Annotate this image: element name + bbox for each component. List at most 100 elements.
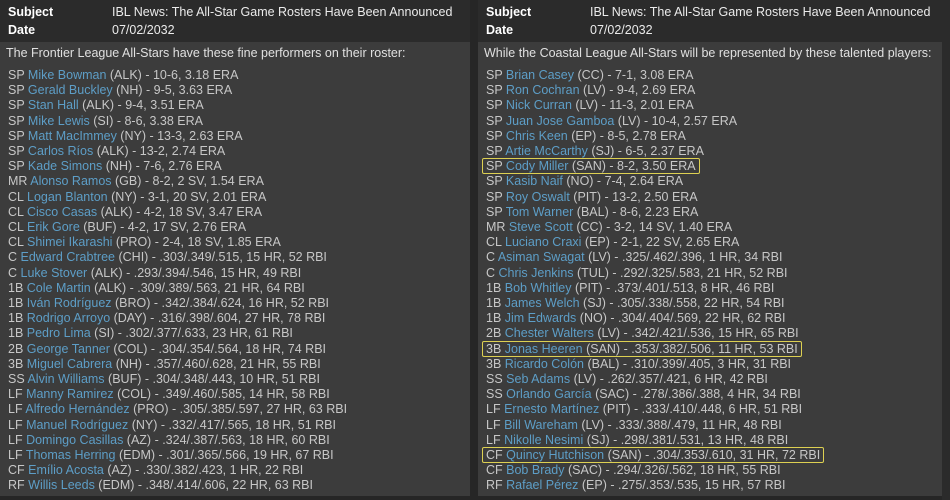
player-link[interactable]: Mike Lewis bbox=[27, 113, 90, 128]
player-stats: (LV) - .333/.388/.479, 11 HR, 48 RBI bbox=[577, 417, 782, 432]
player-row: LF Alfredo Hernández (PRO) - .305/.385/.… bbox=[8, 402, 470, 417]
player-link[interactable]: Gerald Buckley bbox=[27, 83, 113, 98]
player-link[interactable]: Kade Simons bbox=[27, 159, 103, 174]
player-link[interactable]: Seb Adams bbox=[506, 372, 571, 387]
player-link[interactable]: Thomas Herring bbox=[25, 448, 116, 463]
player-link[interactable]: Juan Jose Gamboa bbox=[505, 113, 615, 128]
player-entry: MR Steve Scott (CC) - 3-2, 14 SV, 1.40 E… bbox=[486, 220, 732, 234]
player-link[interactable]: Bob Brady bbox=[506, 463, 565, 478]
subject-label: Subject bbox=[486, 5, 532, 19]
player-link[interactable]: Matt MacImmey bbox=[27, 128, 117, 143]
player-row: 3B Jonas Heeren (SAN) - .353/.382/.506, … bbox=[486, 342, 942, 357]
player-row: SP Mike Lewis (SI) - 8-6, 3.38 ERA bbox=[8, 114, 470, 129]
player-entry: LF Alfredo Hernández (PRO) - .305/.385/.… bbox=[8, 402, 347, 416]
player-link[interactable]: Alfredo Hernández bbox=[25, 402, 130, 417]
player-entry: 1B Bob Whitley (PIT) - .373/.401/.513, 8… bbox=[486, 281, 774, 295]
date-row: Date 07/02/2032 bbox=[478, 21, 942, 39]
player-link[interactable]: Shimei Ikarashi bbox=[27, 235, 113, 250]
player-link[interactable]: Steve Scott bbox=[508, 220, 573, 235]
position-label: SP bbox=[486, 68, 506, 82]
player-link[interactable]: Asiman Swagat bbox=[497, 250, 585, 265]
player-link[interactable]: Jonas Heeren bbox=[504, 341, 583, 356]
player-row: SP Cody Miller (SAN) - 8-2, 3.50 ERA bbox=[486, 159, 942, 174]
player-stats: (ALK) - .293/.394/.546, 15 HR, 49 RBI bbox=[87, 265, 302, 280]
player-link[interactable]: Ernesto Martínez bbox=[504, 402, 600, 417]
player-link[interactable]: Domingo Casillas bbox=[26, 432, 124, 447]
position-label: CL bbox=[8, 235, 27, 250]
player-link[interactable]: Ron Cochran bbox=[505, 83, 580, 98]
player-link[interactable]: Quincy Hutchison bbox=[506, 448, 605, 463]
player-link[interactable]: Pedro Lima bbox=[26, 326, 91, 341]
player-link[interactable]: Cole Martin bbox=[26, 280, 91, 295]
subject-row: Subject IBL News: The All-Star Game Rost… bbox=[478, 3, 942, 21]
player-link[interactable]: Miguel Cabrera bbox=[26, 356, 113, 371]
player-link[interactable]: Tom Warner bbox=[505, 204, 574, 219]
player-row: C Luke Stover (ALK) - .293/.394/.546, 15… bbox=[8, 266, 470, 281]
player-link[interactable]: Edward Crabtree bbox=[20, 250, 116, 265]
player-link[interactable]: Rodrigo Arroyo bbox=[26, 311, 111, 326]
highlighted-player-entry: 3B Jonas Heeren (SAN) - .353/.382/.506, … bbox=[483, 342, 801, 356]
player-link[interactable]: Cisco Casas bbox=[27, 204, 98, 219]
player-link[interactable]: Bob Whitley bbox=[504, 280, 572, 295]
player-link[interactable]: Jim Edwards bbox=[504, 311, 577, 326]
player-row: SS Seb Adams (LV) - .262/.357/.421, 6 HR… bbox=[486, 372, 942, 387]
player-entry: CL Erik Gore (BUF) - 4-2, 17 SV, 2.76 ER… bbox=[8, 220, 246, 234]
player-link[interactable]: Logan Blanton bbox=[27, 189, 108, 204]
scrollbar-track[interactable] bbox=[942, 0, 950, 500]
coastal-article-panel: Subject IBL News: The All-Star Game Rost… bbox=[478, 0, 942, 496]
player-link[interactable]: Nikolle Nesimi bbox=[504, 432, 584, 447]
player-stats: (CHI) - .303/.349/.515, 15 HR, 52 RBI bbox=[115, 250, 327, 265]
player-link[interactable]: Artie McCarthy bbox=[505, 144, 588, 159]
player-link[interactable]: Cody Miller bbox=[505, 159, 569, 174]
player-row: SS Alvin Williams (BUF) - .304/.348/.443… bbox=[8, 372, 470, 387]
player-link[interactable]: Erik Gore bbox=[27, 220, 80, 235]
player-link[interactable]: Chris Jenkins bbox=[498, 265, 574, 280]
player-row: CF Quincy Hutchison (SAN) - .304/.353/.6… bbox=[486, 448, 942, 463]
player-link[interactable]: Chester Walters bbox=[504, 326, 594, 341]
player-row: SP Tom Warner (BAL) - 8-6, 2.23 ERA bbox=[486, 205, 942, 220]
player-entry: CL Cisco Casas (ALK) - 4-2, 18 SV, 3.47 … bbox=[8, 205, 262, 219]
position-label: SP bbox=[8, 113, 28, 128]
player-link[interactable]: George Tanner bbox=[26, 341, 110, 356]
player-link[interactable]: Emílio Acosta bbox=[28, 463, 104, 478]
player-link[interactable]: Nick Curran bbox=[505, 98, 572, 113]
player-stats: (BRO) - .342/.384/.624, 16 HR, 52 RBI bbox=[111, 296, 330, 311]
position-label: 2B bbox=[486, 326, 505, 341]
position-label: C bbox=[8, 250, 21, 265]
player-entry: SP Stan Hall (ALK) - 9-4, 3.51 ERA bbox=[8, 98, 204, 112]
player-entry: LF Bill Wareham (LV) - .333/.388/.479, 1… bbox=[486, 418, 782, 432]
player-entry: C Luke Stover (ALK) - .293/.394/.546, 15… bbox=[8, 266, 301, 280]
player-link[interactable]: Stan Hall bbox=[27, 98, 79, 113]
player-entry: LF Manuel Rodríguez (NY) - .332/.417/.56… bbox=[8, 418, 336, 432]
panel-divider bbox=[470, 0, 478, 500]
position-label: C bbox=[8, 265, 21, 280]
player-link[interactable]: Iván Rodríguez bbox=[26, 296, 112, 311]
player-link[interactable]: Brian Casey bbox=[505, 68, 575, 82]
player-link[interactable]: Willis Leeds bbox=[28, 478, 95, 493]
coastal-player-list: SP Brian Casey (CC) - 7-1, 3.08 ERA SP Ro… bbox=[484, 68, 942, 494]
player-link[interactable]: Ricardo Colón bbox=[504, 356, 584, 371]
player-link[interactable]: Roy Oswalt bbox=[505, 189, 570, 204]
player-row: SP Ron Cochran (LV) - 9-4, 2.69 ERA bbox=[486, 83, 942, 98]
player-link[interactable]: Manuel Rodríguez bbox=[26, 417, 129, 432]
player-entry: SP Mike Lewis (SI) - 8-6, 3.38 ERA bbox=[8, 114, 203, 128]
player-link[interactable]: Bill Wareham bbox=[504, 417, 578, 432]
player-stats: (PIT) - .373/.401/.513, 8 HR, 46 RBI bbox=[571, 280, 775, 295]
player-link[interactable]: Rafael Pérez bbox=[506, 478, 579, 493]
player-link[interactable]: Luciano Craxi bbox=[505, 235, 582, 250]
player-link[interactable]: Luke Stover bbox=[20, 265, 88, 280]
player-link[interactable]: Chris Keen bbox=[505, 128, 568, 143]
article-intro: While the Coastal League All-Stars will … bbox=[484, 46, 932, 60]
player-link[interactable]: Alonso Ramos bbox=[30, 174, 112, 189]
player-stats: (NY) - .332/.417/.565, 18 HR, 51 RBI bbox=[128, 417, 336, 432]
player-link[interactable]: Orlando García bbox=[506, 387, 592, 402]
player-entry: SP Tom Warner (BAL) - 8-6, 2.23 ERA bbox=[486, 205, 698, 219]
player-link[interactable]: Carlos Ríos bbox=[27, 144, 94, 159]
player-link[interactable]: James Welch bbox=[504, 296, 580, 311]
player-stats: (LV) - .262/.357/.421, 6 HR, 42 RBI bbox=[570, 372, 768, 387]
player-link[interactable]: Manny Ramirez bbox=[26, 387, 114, 402]
position-label: SP bbox=[8, 128, 28, 143]
player-link[interactable]: Alvin Williams bbox=[27, 372, 105, 387]
player-link[interactable]: Kasib Naif bbox=[505, 174, 563, 189]
player-link[interactable]: Mike Bowman bbox=[27, 68, 107, 82]
